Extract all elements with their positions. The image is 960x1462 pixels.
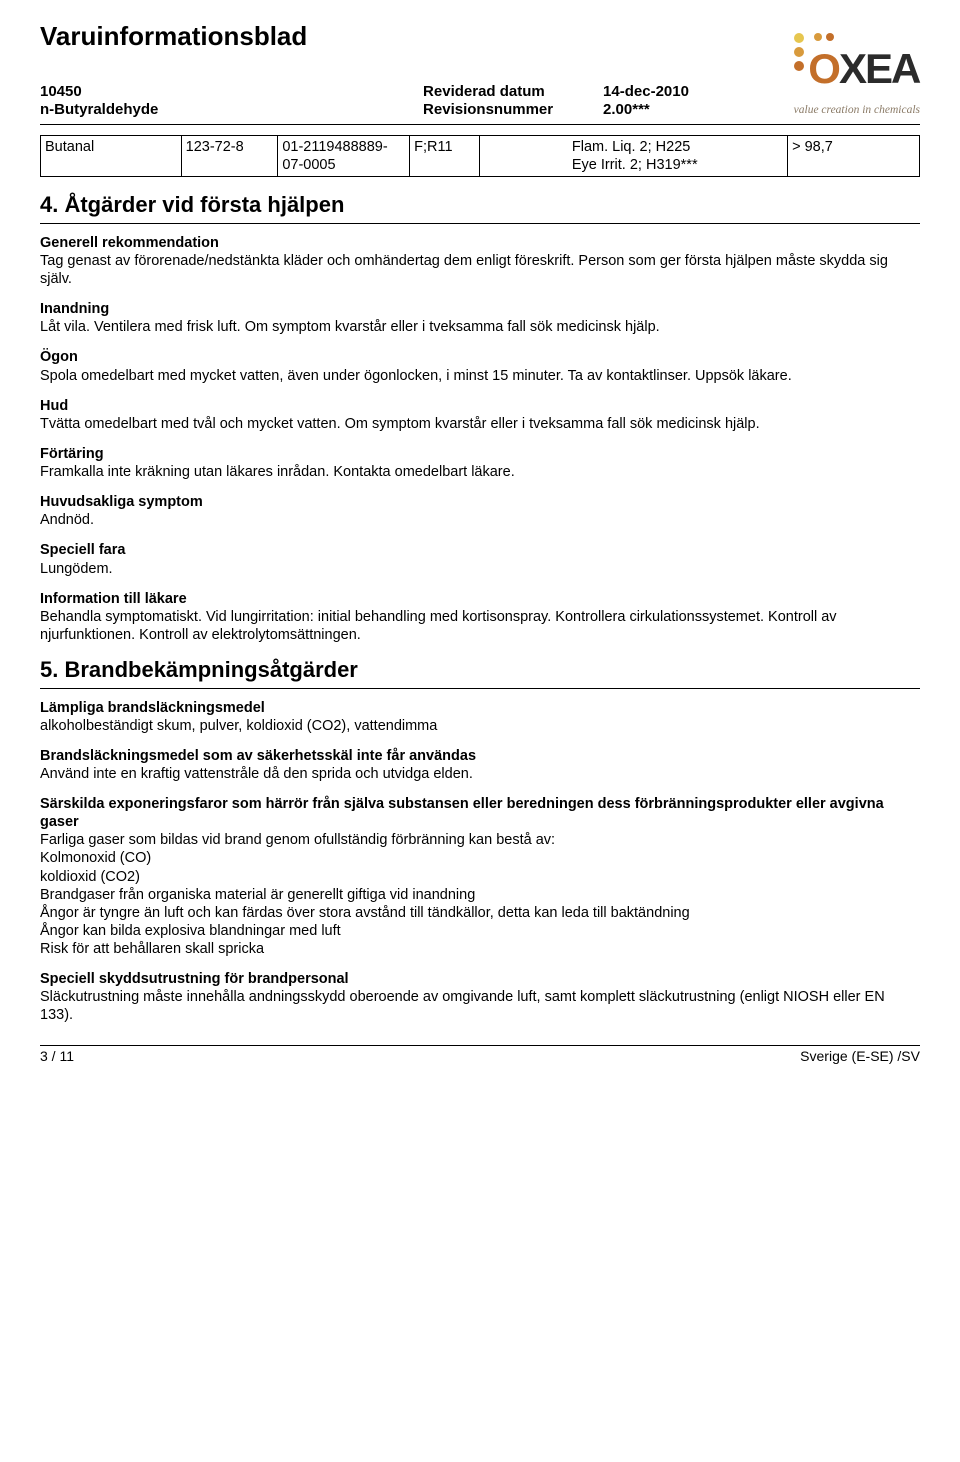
hazards-heading: Särskilda exponeringsfaror som härrör fr… [40, 795, 920, 831]
physician-heading: Information till läkare [40, 590, 920, 608]
logo-tagline: value creation in chemicals [794, 103, 920, 117]
revised-date-label: Reviderad datum [423, 83, 573, 102]
inhale-heading: Inandning [40, 300, 920, 318]
section5-heading: 5. Brandbekämpningsåtgärder [40, 656, 920, 684]
special-text: Lungödem. [40, 560, 920, 578]
physician-text: Behandla symptomatiskt. Vid lungirritati… [40, 608, 920, 644]
logo-letter-o: O [808, 45, 839, 92]
cell-pct: > 98,7 [788, 136, 920, 177]
revision-number: 2.00*** [603, 101, 650, 120]
ppe-text: Släckutrustning måste innehålla andnings… [40, 988, 920, 1024]
table-row: Butanal 123-72-8 01-2119488889-07-0005 F… [41, 136, 920, 177]
ppe-heading: Speciell skyddsutrustning för brandperso… [40, 970, 920, 988]
header-row: 10450 n-Butyraldehyde Reviderad datum 14… [40, 83, 920, 121]
header-rule [40, 124, 920, 125]
cell-blank [480, 136, 568, 177]
page-number: 3 / 11 [40, 1048, 74, 1066]
section4-rule [40, 223, 920, 224]
ingest-heading: Förtäring [40, 445, 920, 463]
section5-rule [40, 688, 920, 689]
general-heading: Generell rekommendation [40, 234, 920, 252]
cell-reg: 01-2119488889-07-0005 [278, 136, 410, 177]
media-text: alkoholbeständigt skum, pulver, koldioxi… [40, 717, 920, 735]
cell-cas: 123-72-8 [181, 136, 278, 177]
unsuitable-text: Använd inte en kraftig vattenstråle då d… [40, 765, 920, 783]
cell-classification: Flam. Liq. 2; H225 Eye Irrit. 2; H319*** [568, 136, 788, 177]
media-heading: Lämpliga brandsläckningsmedel [40, 699, 920, 717]
section4-heading: 4. Åtgärder vid första hjälpen [40, 191, 920, 219]
product-name: n-Butyraldehyde [40, 101, 158, 120]
cell-hazard: F;R11 [410, 136, 480, 177]
product-code: 10450 [40, 83, 158, 102]
doc-title: Varuinformationsblad [40, 20, 920, 53]
logo-letters-rest: XEA [839, 45, 919, 92]
revision-number-label: Revisionsnummer [423, 101, 573, 120]
eyes-heading: Ögon [40, 348, 920, 366]
general-text: Tag genast av förorenade/nedstänkta kläd… [40, 252, 920, 288]
logo-block: O XEA value creation in chemicals [794, 33, 920, 117]
symptoms-text: Andnöd. [40, 511, 920, 529]
hazards-text: Farliga gaser som bildas vid brand genom… [40, 831, 920, 958]
footer: 3 / 11 Sverige (E-SE) /SV [40, 1045, 920, 1066]
logo-text: O XEA [808, 43, 919, 96]
logo-dots-icon [794, 33, 804, 71]
symptoms-heading: Huvudsakliga symptom [40, 493, 920, 511]
inhale-text: Låt vila. Ventilera med frisk luft. Om s… [40, 318, 920, 336]
skin-heading: Hud [40, 397, 920, 415]
substance-table: Butanal 123-72-8 01-2119488889-07-0005 F… [40, 135, 920, 177]
revised-date: 14-dec-2010 [603, 83, 689, 102]
cell-name: Butanal [41, 136, 182, 177]
eyes-text: Spola omedelbart med mycket vatten, även… [40, 367, 920, 385]
locale-label: Sverige (E-SE) /SV [800, 1048, 920, 1066]
header-mid: Reviderad datum 14-dec-2010 Revisionsnum… [423, 83, 689, 121]
skin-text: Tvätta omedelbart med tvål och mycket va… [40, 415, 920, 433]
special-heading: Speciell fara [40, 541, 920, 559]
ingest-text: Framkalla inte kräkning utan läkares inr… [40, 463, 920, 481]
header-left: 10450 n-Butyraldehyde [40, 83, 158, 121]
unsuitable-heading: Brandsläckningsmedel som av säkerhetsskä… [40, 747, 920, 765]
